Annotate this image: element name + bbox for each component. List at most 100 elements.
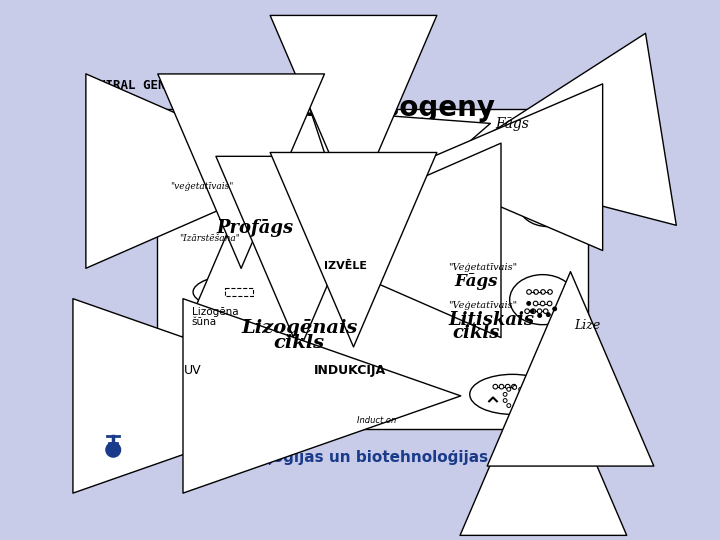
- Circle shape: [503, 393, 507, 396]
- Text: Lize: Lize: [575, 319, 600, 332]
- Circle shape: [341, 237, 345, 240]
- Circle shape: [560, 160, 573, 173]
- Circle shape: [197, 168, 203, 174]
- Circle shape: [397, 394, 402, 398]
- Circle shape: [384, 381, 389, 386]
- Text: "veģetatīvais": "veģetatīvais": [171, 182, 234, 191]
- Circle shape: [233, 393, 239, 399]
- Text: VIRAL GENETICS: VIRAL GENETICS: [98, 79, 203, 92]
- Circle shape: [240, 393, 246, 399]
- Circle shape: [107, 443, 120, 457]
- Text: cikls: cikls: [453, 325, 500, 342]
- Circle shape: [384, 406, 389, 410]
- Circle shape: [233, 289, 239, 295]
- Circle shape: [338, 166, 343, 171]
- Circle shape: [257, 168, 262, 174]
- Ellipse shape: [193, 275, 286, 309]
- Circle shape: [215, 168, 220, 174]
- Circle shape: [226, 289, 232, 295]
- Circle shape: [345, 249, 349, 253]
- Circle shape: [372, 166, 377, 171]
- Circle shape: [269, 289, 274, 295]
- Circle shape: [377, 233, 382, 239]
- Bar: [246, 392, 274, 400]
- Circle shape: [507, 387, 510, 392]
- Text: "Izārstēšana": "Izārstēšana": [179, 234, 240, 243]
- Circle shape: [547, 301, 552, 306]
- Circle shape: [334, 233, 339, 239]
- Circle shape: [362, 244, 366, 247]
- Circle shape: [351, 229, 356, 233]
- Circle shape: [531, 309, 534, 313]
- Circle shape: [391, 383, 395, 388]
- Circle shape: [518, 387, 523, 392]
- Circle shape: [374, 400, 379, 404]
- Bar: [158, 110, 588, 429]
- Text: Litiskais: Litiskais: [448, 311, 534, 329]
- Circle shape: [346, 166, 352, 171]
- Circle shape: [205, 289, 211, 295]
- Circle shape: [362, 237, 366, 240]
- Circle shape: [525, 309, 529, 314]
- Ellipse shape: [307, 153, 400, 189]
- Circle shape: [542, 205, 546, 210]
- Circle shape: [535, 205, 539, 210]
- Circle shape: [391, 404, 395, 409]
- Circle shape: [518, 403, 523, 408]
- Text: Fāgs: Fāgs: [495, 117, 529, 131]
- Circle shape: [231, 168, 237, 174]
- Circle shape: [512, 384, 516, 389]
- Circle shape: [359, 233, 365, 239]
- Circle shape: [341, 244, 345, 247]
- Circle shape: [395, 387, 400, 392]
- Circle shape: [317, 233, 322, 239]
- Text: Lysis / Lysogeny: Lysis / Lysogeny: [243, 94, 495, 122]
- Ellipse shape: [179, 154, 272, 188]
- Circle shape: [254, 289, 260, 295]
- Circle shape: [220, 289, 225, 295]
- Circle shape: [254, 393, 260, 399]
- Ellipse shape: [212, 377, 309, 414]
- Circle shape: [368, 233, 373, 239]
- Circle shape: [261, 289, 266, 295]
- Circle shape: [563, 205, 567, 210]
- Text: Fāgs: Fāgs: [454, 273, 498, 289]
- Circle shape: [248, 393, 253, 399]
- Circle shape: [248, 168, 254, 174]
- Circle shape: [544, 309, 548, 314]
- Text: šūna: šūna: [192, 316, 217, 327]
- Ellipse shape: [354, 377, 420, 414]
- Circle shape: [289, 393, 294, 399]
- Circle shape: [527, 289, 531, 294]
- Circle shape: [505, 384, 510, 389]
- Ellipse shape: [307, 221, 400, 260]
- Text: INDUKCIJA: INDUKCIJA: [314, 363, 386, 376]
- Circle shape: [493, 384, 498, 389]
- Text: Profāgs: Profāgs: [217, 219, 294, 237]
- Circle shape: [374, 387, 379, 392]
- Circle shape: [534, 301, 538, 306]
- Bar: [225, 288, 253, 296]
- Text: Lizogēnais: Lizogēnais: [241, 319, 357, 337]
- Circle shape: [351, 233, 356, 239]
- Circle shape: [212, 289, 218, 295]
- Circle shape: [507, 403, 510, 408]
- Circle shape: [282, 393, 287, 399]
- Text: Mikrobioļoģijas un biotehnoloģijas katedra: Mikrobioļoģijas un biotehnoloģijas kated…: [193, 450, 560, 465]
- Ellipse shape: [510, 275, 575, 325]
- Circle shape: [378, 383, 383, 388]
- Circle shape: [553, 307, 557, 311]
- Text: cikls: cikls: [274, 334, 325, 352]
- Circle shape: [385, 233, 390, 239]
- Circle shape: [499, 384, 504, 389]
- Text: "Veģetatīvais": "Veģetatīvais": [448, 301, 517, 310]
- Circle shape: [345, 231, 349, 235]
- Circle shape: [342, 233, 348, 239]
- Circle shape: [321, 166, 326, 171]
- Circle shape: [364, 166, 369, 171]
- Circle shape: [358, 231, 362, 235]
- Circle shape: [378, 404, 383, 409]
- Circle shape: [534, 289, 539, 294]
- Circle shape: [269, 393, 274, 399]
- Circle shape: [240, 168, 246, 174]
